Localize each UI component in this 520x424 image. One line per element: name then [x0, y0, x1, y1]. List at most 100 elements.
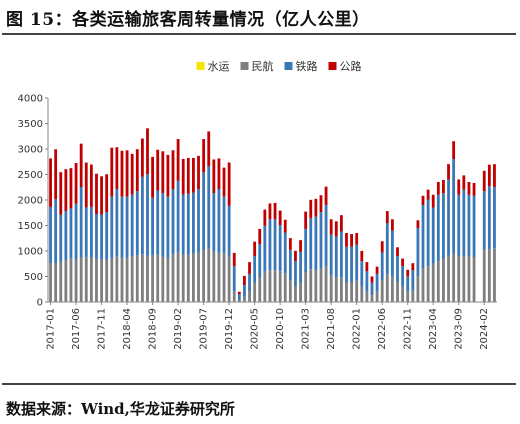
bar-segment-公路: [309, 199, 313, 219]
bar-segment-公路: [268, 203, 272, 220]
bar-segment-铁路: [314, 216, 318, 271]
bar-segment-铁路: [263, 225, 267, 272]
bar-segment-民航: [268, 270, 272, 302]
bar-segment-铁路: [54, 199, 58, 263]
bar-segment-铁路: [360, 261, 364, 287]
bar-segment-民航: [391, 276, 394, 302]
bar-segment-公路: [222, 167, 226, 197]
bar-segment-民航: [227, 256, 231, 302]
bar-segment-民航: [222, 253, 226, 302]
bar-segment-公路: [294, 250, 297, 262]
bar-segment-铁路: [416, 227, 420, 277]
x-tick-label: 2023-04: [428, 308, 439, 350]
data-source-note: 数据来源：Wind,华龙证券研究所: [6, 400, 235, 418]
bar-segment-铁路: [309, 218, 313, 270]
bar-segment-铁路: [436, 194, 440, 262]
bar-segment-公路: [125, 150, 129, 197]
bar-segment-公路: [120, 150, 124, 197]
bar-segment-公路: [181, 158, 185, 195]
bar-segment-民航: [314, 270, 318, 302]
y-axis: 0 500 1000 1500 2000 2500 3000 3500 4000: [18, 94, 49, 309]
bar-segment-铁路: [171, 189, 175, 255]
bar-segment-公路: [380, 241, 384, 253]
bar-segment-铁路: [243, 285, 246, 297]
bar-segment-民航: [278, 271, 282, 302]
x-tick-label: 2023-09: [454, 308, 465, 350]
bar-segment-民航: [135, 255, 139, 302]
bar-segment-公路: [54, 149, 58, 200]
bar-segment-铁路: [227, 205, 231, 257]
bar-segment-公路: [487, 164, 491, 187]
bar-segment-铁路: [324, 204, 328, 267]
bar-segment-公路: [370, 276, 374, 283]
bar-segment-公路: [462, 175, 466, 190]
x-axis: 2017-01 2017-06 2017-11 2018-04 2018-09 2019-…: [46, 301, 497, 350]
bar-segment-民航: [49, 262, 52, 302]
bar-segment-公路: [84, 162, 88, 208]
figure-title: 图 15：各类运输旅客周转量情况（亿人公里）: [6, 10, 370, 30]
bar-segment-铁路: [156, 190, 160, 255]
bar-segment-铁路: [140, 176, 144, 255]
bar-segment-铁路: [273, 219, 277, 271]
bar-segment-民航: [212, 251, 216, 302]
bar-segment-铁路: [482, 191, 486, 250]
bar-segment-铁路: [64, 210, 68, 260]
bar-segment-民航: [299, 282, 302, 302]
bar-segment-铁路: [452, 159, 456, 254]
bar-segment-铁路: [268, 219, 272, 271]
bar-segment-民航: [411, 290, 415, 302]
bar-segment-民航: [130, 256, 134, 302]
bar-segment-铁路: [181, 194, 185, 255]
bar-segment-铁路: [212, 193, 216, 252]
x-tick-label: 2017-11: [97, 308, 108, 350]
bar-segment-公路: [232, 252, 236, 267]
bar-segment-民航: [74, 259, 78, 302]
bar-segment-铁路: [467, 194, 471, 256]
bar-segment-铁路: [334, 236, 338, 278]
bar-segment-公路: [166, 154, 170, 197]
bar-segment-铁路: [69, 208, 73, 259]
bar-segment-公路: [135, 149, 139, 192]
bar-segment-公路: [95, 173, 98, 215]
bar-segment-铁路: [161, 193, 165, 257]
bar-segment-民航: [462, 255, 466, 302]
bar-segment-公路: [207, 131, 211, 167]
bar-segment-民航: [447, 255, 450, 302]
bar-segment-民航: [350, 282, 353, 302]
bar-segment-铁路: [278, 225, 282, 272]
bar-segment-公路: [146, 128, 149, 175]
bar-segment-民航: [426, 266, 430, 302]
bar-segment-公路: [334, 221, 338, 237]
bar-segment-公路: [243, 275, 246, 286]
bar-segment-铁路: [288, 249, 292, 281]
legend-swatch-民航: [240, 62, 249, 70]
bar-segment-公路: [406, 269, 410, 277]
bar-segment-公路: [493, 164, 496, 188]
bar-series: [49, 128, 496, 302]
bar-segment-民航: [380, 280, 384, 302]
bar-segment-公路: [273, 202, 277, 220]
bar-segment-民航: [294, 286, 297, 302]
bar-segment-公路: [64, 169, 68, 211]
x-tick-label: 2022-06: [377, 308, 388, 350]
bar-segment-民航: [69, 258, 73, 302]
bar-segment-铁路: [294, 261, 297, 287]
bar-segment-民航: [125, 258, 129, 302]
y-tick-label: 2500: [18, 170, 43, 181]
bar-segment-民航: [115, 256, 119, 302]
bar-segment-铁路: [130, 194, 134, 257]
bar-segment-民航: [345, 282, 348, 302]
bar-segment-铁路: [120, 196, 124, 258]
bar-segment-铁路: [391, 230, 394, 277]
legend-label-铁路: 铁路: [296, 60, 318, 73]
bar-segment-铁路: [411, 270, 415, 291]
bar-segment-铁路: [135, 191, 139, 256]
bar-segment-公路: [115, 147, 119, 190]
bar-segment-民航: [355, 280, 359, 302]
bar-segment-公路: [431, 194, 435, 208]
bar-segment-铁路: [304, 228, 308, 273]
bar-segment-公路: [151, 156, 154, 198]
bar-segment-公路: [411, 263, 415, 271]
bar-segment-民航: [431, 263, 435, 302]
bar-segment-公路: [385, 211, 389, 224]
